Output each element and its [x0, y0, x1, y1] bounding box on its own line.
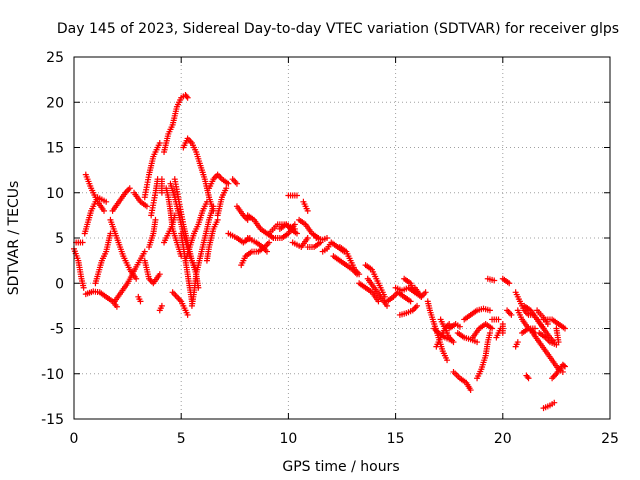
data-point	[495, 316, 502, 323]
data-point	[233, 180, 240, 187]
data-point	[141, 248, 148, 255]
y-tick-label: -10	[41, 367, 64, 383]
data-point	[103, 198, 110, 205]
x-tick-label: 0	[70, 431, 79, 447]
data-point	[152, 216, 159, 223]
data-point	[514, 339, 521, 346]
data-point	[263, 248, 270, 255]
data-point	[304, 235, 311, 241]
data-point	[158, 302, 165, 309]
x-tick-label: 25	[601, 431, 619, 447]
y-tick-label: 25	[46, 50, 64, 66]
data-point	[158, 176, 165, 183]
data-point	[508, 311, 515, 318]
data-point	[184, 311, 191, 318]
data-point	[156, 139, 163, 146]
plot-frame	[73, 56, 611, 420]
data-point	[531, 325, 538, 332]
data-point	[143, 203, 150, 210]
y-tick-label: -15	[41, 412, 64, 428]
data-point	[555, 339, 562, 346]
chart-title: Day 145 of 2023, Sidereal Day-to-day VTE…	[57, 21, 619, 37]
data-point	[524, 373, 531, 380]
data-point	[356, 271, 363, 278]
data-point	[559, 368, 566, 375]
x-tick-label: 15	[387, 431, 405, 447]
data-point	[407, 298, 414, 305]
data-point	[291, 221, 298, 228]
data-point	[210, 203, 217, 210]
data-point	[489, 325, 496, 332]
data-point	[444, 357, 451, 364]
data-point	[506, 280, 513, 287]
data-point	[561, 325, 568, 332]
data-point	[474, 339, 481, 346]
data-point	[375, 298, 382, 305]
data-point	[560, 362, 567, 369]
data-point	[266, 239, 273, 246]
data-point	[551, 399, 558, 406]
data-point	[486, 330, 493, 337]
x-tick-label: 5	[177, 431, 186, 447]
data-point	[203, 198, 210, 205]
data-point	[499, 320, 506, 327]
data-point	[491, 277, 498, 284]
data-point	[156, 271, 163, 278]
x-tick-label: 20	[494, 431, 512, 447]
data-point	[293, 230, 300, 237]
data-point	[137, 298, 144, 305]
data-point	[561, 363, 568, 370]
data-point	[486, 307, 493, 314]
data-point	[80, 284, 87, 291]
y-tick-label: 20	[46, 95, 64, 111]
y-tick-label: 10	[46, 186, 64, 202]
data-point	[525, 375, 532, 382]
data-point	[79, 239, 86, 246]
data-point	[133, 275, 140, 282]
y-tick-label: 5	[55, 231, 64, 247]
x-axis-label: GPS time / hours	[282, 459, 399, 475]
data-points	[71, 92, 568, 412]
y-tick-label: -5	[50, 322, 64, 338]
data-point	[293, 192, 300, 199]
x-tick-label: 10	[279, 431, 297, 447]
data-point	[467, 387, 474, 394]
data-point	[456, 323, 463, 330]
data-point	[223, 185, 230, 192]
y-tick-label: 0	[55, 276, 64, 292]
data-point	[422, 289, 429, 296]
data-point	[323, 235, 330, 241]
y-axis-label: SDTVAR / TECUs	[6, 181, 22, 296]
grid-lines	[74, 57, 610, 419]
data-point	[304, 207, 311, 214]
data-point	[113, 303, 120, 310]
y-tick-labels: -15 -10 -5 0 5 10 15 20 25	[41, 50, 64, 428]
y-tick-label: 15	[46, 141, 64, 157]
data-point	[101, 207, 108, 214]
data-point	[184, 94, 191, 101]
data-point	[414, 302, 421, 309]
x-tick-labels: 0 5 10 15 20 25	[70, 431, 619, 447]
data-point	[450, 339, 457, 346]
data-point	[225, 180, 232, 187]
data-point	[126, 185, 133, 192]
data-point	[183, 93, 190, 100]
